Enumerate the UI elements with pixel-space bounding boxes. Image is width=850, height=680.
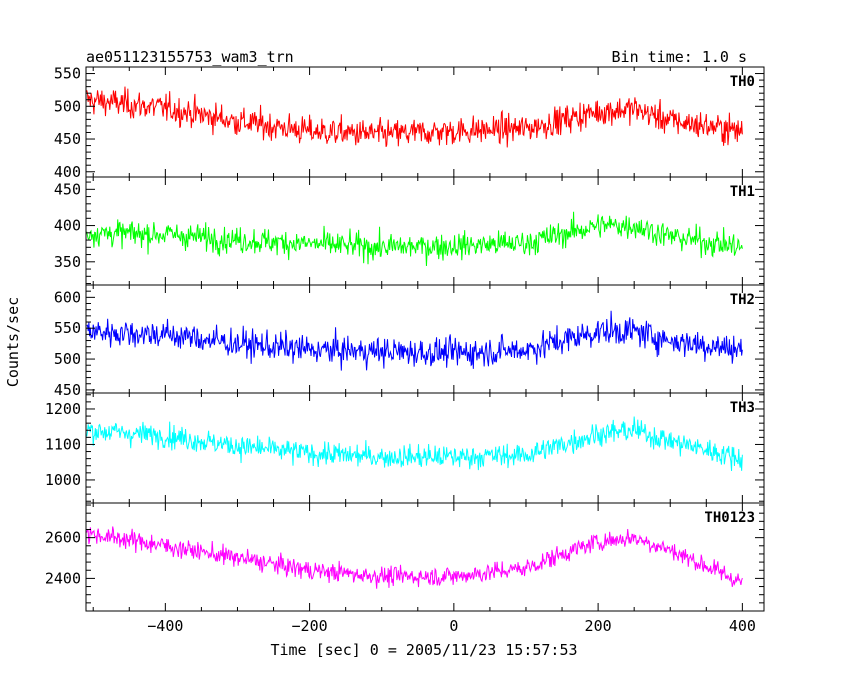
x-tick-label: 400: [729, 617, 756, 635]
y-tick-label: 1200: [45, 400, 81, 418]
chart-title: ae051123155753_wam3_trn: [86, 48, 294, 66]
y-tick-label: 400: [54, 163, 81, 181]
panels-group: TH0400450500550TH1350400450TH24505005506…: [45, 65, 765, 635]
y-tick-label: 600: [54, 288, 81, 306]
bin-time-label: Bin time: 1.0 s: [612, 48, 747, 66]
series-label-th0: TH0: [730, 74, 755, 90]
panel-th3: TH3 1000 1100 1200: [45, 392, 765, 504]
y-tick-label: 350: [54, 253, 81, 271]
y-axis-label: Counts/sec: [4, 297, 22, 387]
series-label-th0123: TH0123: [704, 510, 755, 526]
series-line-th3: [86, 416, 743, 471]
y-tick-label: 500: [54, 350, 81, 368]
y-tick-label: 450: [54, 130, 81, 148]
y-tick-label: 1000: [45, 471, 81, 489]
y-tick-label: 2600: [45, 529, 81, 547]
panel-frame: [85, 502, 765, 612]
x-tick-label: 0: [449, 617, 458, 635]
y-tick-label: 400: [54, 217, 81, 235]
series-line-th0: [86, 86, 743, 148]
x-tick-label: 200: [585, 617, 612, 635]
series-line-th2: [86, 310, 743, 371]
y-tick-label: 2400: [45, 569, 81, 587]
x-tick-label: −400: [147, 617, 183, 635]
y-tick-label: 1100: [45, 435, 81, 453]
panel-th0: TH0 400 450 500 550: [54, 65, 765, 181]
x-axis-label: Time [sec] 0 = 2005/11/23 15:57:53: [270, 641, 577, 659]
panel-th1: TH1 350 400 450: [54, 176, 765, 286]
panel-th2: TH2 450 500 550 600: [54, 284, 765, 399]
series-label-th1: TH1: [730, 184, 755, 200]
y-tick-label: 450: [54, 381, 81, 399]
panel-th0123: TH0123 2400 2600: [45, 502, 765, 612]
series-line-th0123: [86, 526, 743, 589]
y-tick-label: 500: [54, 97, 81, 115]
series-label-th3: TH3: [730, 400, 755, 416]
series-label-th2: TH2: [730, 292, 755, 308]
series-line-th1: [86, 211, 743, 267]
x-tick-label: −200: [292, 617, 328, 635]
y-tick-label: 550: [54, 319, 81, 337]
panel-frame: [85, 176, 765, 286]
y-tick-label: 550: [54, 65, 81, 83]
y-tick-label: 450: [54, 180, 81, 198]
